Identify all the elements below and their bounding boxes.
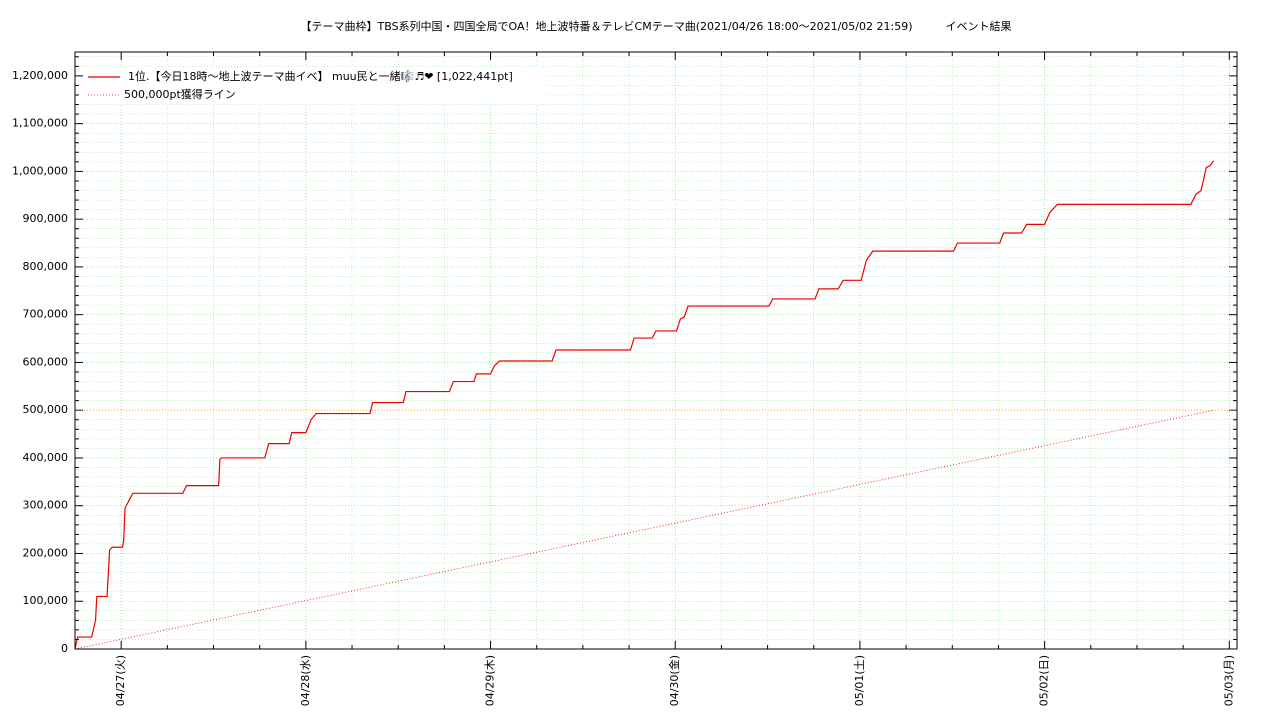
y-tick-label: 500,000 <box>23 403 69 416</box>
x-tick-label: 05/03(月) <box>1222 655 1235 706</box>
y-tick-label: 1,200,000 <box>12 69 68 82</box>
y-tick-label: 400,000 <box>23 451 69 464</box>
legend-box <box>84 67 545 104</box>
y-tick-label: 0 <box>61 642 68 655</box>
y-tick-label: 900,000 <box>23 212 69 225</box>
series-line <box>74 160 1215 650</box>
y-tick-label: 1,100,000 <box>12 117 68 130</box>
y-tick-label: 200,000 <box>23 546 69 559</box>
series-line <box>74 409 1214 650</box>
y-tick-label: 800,000 <box>23 260 69 273</box>
chart-title: 【テーマ曲枠】TBS系列中国・四国全局でOA！地上波特番＆テレビCMテーマ曲(2… <box>301 19 1012 33</box>
x-tick-label: 04/30(金) <box>667 655 681 706</box>
x-tick-label: 05/01(土) <box>853 655 866 706</box>
x-tick-label: 04/28(水) <box>299 655 312 706</box>
y-tick-label: 1,000,000 <box>12 164 68 177</box>
y-tick-label: 100,000 <box>23 594 69 607</box>
y-tick-label: 600,000 <box>23 355 69 368</box>
legend-label: 500,000pt獲得ライン <box>124 88 236 101</box>
y-tick-label: 300,000 <box>23 499 69 512</box>
legend-label: 1位.【今日18時〜地上波テーマ曲イベ】 muu民と一緒🎼♬❤ [1,022,4… <box>128 69 513 83</box>
y-tick-label: 700,000 <box>23 308 69 321</box>
x-tick-label: 04/29(木) <box>484 655 497 706</box>
x-tick-label: 04/27(火) <box>114 655 127 706</box>
x-tick-label: 05/02(日) <box>1038 655 1051 706</box>
plot-frame <box>74 51 1238 650</box>
